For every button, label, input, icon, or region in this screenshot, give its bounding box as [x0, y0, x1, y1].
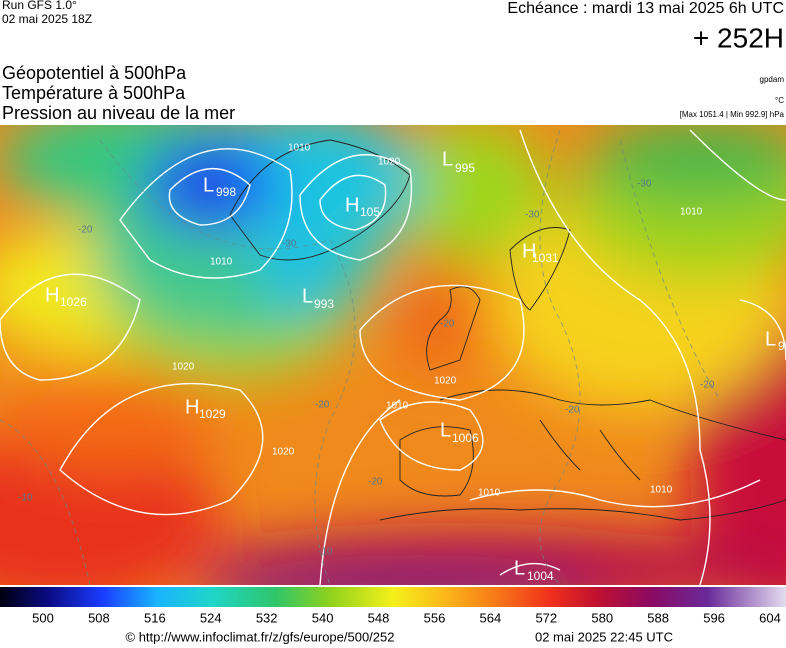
- center-value: 998: [216, 185, 236, 199]
- center-value: 105: [360, 205, 380, 219]
- colorbar-label: 540: [312, 610, 334, 625]
- run-date: 02 mai 2025 18Z: [2, 12, 92, 26]
- center-letter: L: [765, 328, 776, 350]
- isobar-label: 1020: [434, 376, 457, 387]
- colorbar-label: 548: [368, 610, 390, 625]
- field-title: Pression au niveau de la mer: [2, 103, 235, 123]
- run: Run GFS 1.0°: [2, 0, 77, 12]
- unit: [Max 1051.4 | Min 992.9] hPa: [680, 110, 785, 119]
- center-letter: L: [302, 285, 313, 307]
- temperature-label: -20: [368, 477, 383, 488]
- center-letter: H: [45, 284, 59, 306]
- isobar-label: 1010: [288, 143, 311, 154]
- center-letter: H: [522, 240, 536, 262]
- isobars: [0, 129, 786, 585]
- center-letter: L: [203, 174, 214, 196]
- temperature-label: -30: [637, 179, 652, 190]
- colorbar-label: 524: [200, 610, 222, 625]
- forecast-time: Echéance : mardi 13 mai 2025 6h UTC: [507, 0, 784, 17]
- isobar-label: 1010: [210, 257, 233, 268]
- isobar-label: 1010: [386, 401, 409, 412]
- center-value: 1026: [60, 295, 87, 309]
- map: [0, 125, 786, 585]
- coastlines: [229, 139, 786, 521]
- center-letter: L: [440, 419, 451, 441]
- isotherms: [0, 129, 721, 585]
- unit: gpdam: [760, 75, 785, 84]
- center-value: 1004: [527, 569, 554, 583]
- lead-time: + 252H: [693, 22, 784, 53]
- center-letter: H: [345, 194, 359, 216]
- colorbar-label: 596: [703, 610, 725, 625]
- field-title: Géopotentiel à 500hPa: [2, 63, 187, 83]
- field-title: Température à 500hPa: [2, 83, 186, 103]
- isobar-label: 1020: [272, 447, 295, 458]
- colorbar: [0, 587, 786, 607]
- colorbar-label: 588: [647, 610, 669, 625]
- colorbar-labels: 500 508 516 524 532 540 548 556 564 572 580 588 596 6…: [32, 610, 781, 625]
- source: © http://www.infoclimat.fr/z/gfs/europe/…: [126, 629, 395, 644]
- center-letter: H: [185, 396, 199, 418]
- isobar-label: 1010: [680, 207, 703, 218]
- isobar-label: 1010: [478, 488, 501, 499]
- center-letter: L: [442, 148, 453, 170]
- center-value: 995: [455, 161, 475, 175]
- temperature-label: -30: [525, 210, 540, 221]
- isobar-label: 1020: [172, 362, 195, 373]
- map-labels: L 998 H 105 L 995 H 1026 L 993 H 1031 H …: [18, 143, 786, 584]
- center-letter: L: [514, 557, 525, 579]
- center-value: 1029: [199, 407, 226, 421]
- center-value: 1006: [452, 431, 479, 445]
- colorbar-label: 556: [424, 610, 446, 625]
- header-bg: [0, 0, 786, 125]
- colorbar-label: 604: [759, 610, 781, 625]
- colorbar-label: 500: [32, 610, 54, 625]
- colorbar-label: 572: [535, 610, 557, 625]
- temperature-label: -10: [318, 547, 333, 558]
- temperature-label: -20: [565, 405, 580, 416]
- created: 02 mai 2025 22:45 UTC: [535, 629, 673, 644]
- isobar-label: 1020: [378, 157, 401, 168]
- isobar-label: 1010: [650, 485, 673, 496]
- unit: °C: [775, 96, 784, 105]
- colorbar-label: 508: [88, 610, 110, 625]
- center-value: 1031: [532, 251, 559, 265]
- temperature-label: -20: [315, 400, 330, 411]
- colorbar-label: 564: [480, 610, 502, 625]
- temperature-label: -20: [700, 380, 715, 391]
- temperature-label: -30: [282, 239, 297, 250]
- center-value: 98: [778, 339, 786, 353]
- colorbar-label: 580: [591, 610, 613, 625]
- colorbar-label: 532: [256, 610, 278, 625]
- temperature-label: -20: [440, 319, 455, 330]
- temperature-label: -10: [18, 493, 33, 504]
- colorbar-label: 516: [144, 610, 166, 625]
- center-value: 993: [314, 297, 334, 311]
- temperature-label: -20: [78, 225, 93, 236]
